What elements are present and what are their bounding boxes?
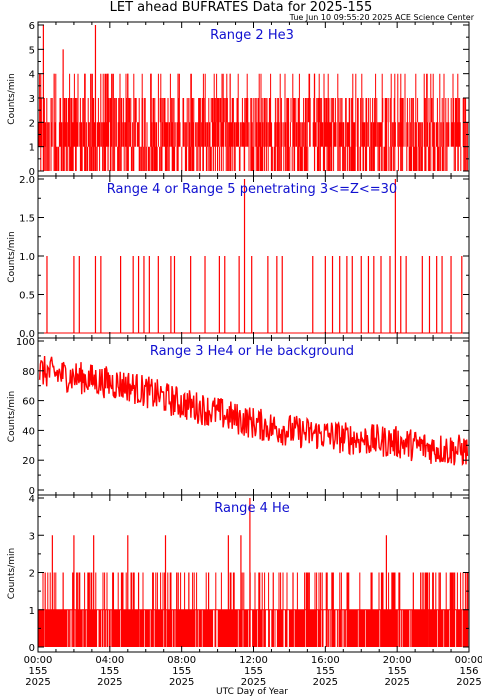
x-tick-time-label: 00:00 [455, 655, 482, 666]
y-tick-label: 40 [22, 426, 35, 437]
y-tick-label: 80 [22, 367, 35, 378]
x-tick-doy-label: 155 [172, 666, 191, 677]
y-tick-label: 0.5 [19, 291, 35, 302]
y-tick-label: 2 [29, 569, 35, 580]
y-axis-title: Counts/min [7, 391, 17, 442]
x-tick-time-label: 12:00 [239, 655, 268, 666]
x-tick-doy-label: 155 [388, 666, 407, 677]
panel-title: Range 3 He4 or He background [150, 344, 354, 359]
plot-layer: 0 1 2 3 4 5 6 Counts/min Range 2 He3 0.0 0.5 1.0 1.5… [7, 21, 482, 688]
y-tick-label: 0.0 [19, 329, 35, 340]
y-tick-label: 0 [29, 486, 35, 497]
y-tick-label: 100 [16, 337, 35, 348]
y-tick-label: 3 [29, 94, 35, 105]
y-tick-label: 60 [22, 397, 35, 408]
x-tick-time-label: 00:00 [24, 655, 53, 666]
series-trace-1 [38, 73, 468, 171]
panel-title: Range 2 He3 [210, 28, 294, 43]
y-tick-label: 20 [22, 456, 35, 467]
x-tick-year-label: 2025 [384, 677, 409, 688]
x-tick-time-label: 08:00 [167, 655, 196, 666]
y-tick-label: 1.0 [19, 252, 35, 263]
x-tick-doy-label: 155 [316, 666, 335, 677]
x-tick-doy-label: 155 [100, 666, 119, 677]
y-tick-label: 4 [29, 70, 35, 81]
x-tick-year-label: 2025 [97, 677, 122, 688]
x-axis-title: UTC Day of Year [216, 687, 288, 697]
y-tick-label: 0 [29, 643, 35, 654]
y-tick-label: 0 [29, 167, 35, 178]
y-tick-label: 1 [29, 606, 35, 617]
y-tick-label: 3 [29, 531, 35, 542]
panel-frame-2 [37, 175, 470, 339]
y-tick-label: 2.0 [19, 175, 35, 186]
x-tick-year-label: 2025 [25, 677, 50, 688]
x-tick-year-label: 2025 [456, 677, 481, 688]
y-tick-label: 4 [29, 494, 35, 505]
series-trace-3 [38, 355, 469, 466]
x-tick-doy-label: 155 [244, 666, 263, 677]
y-tick-label: 1.5 [19, 214, 35, 225]
y-axis-title: Counts/min [7, 73, 17, 124]
timestamp-label: Tue Jun 10 09:55:20 2025 ACE Science Cen… [289, 13, 474, 22]
x-tick-year-label: 2025 [241, 677, 266, 688]
y-tick-label: 5 [29, 45, 35, 56]
y-axis-title: Counts/min [7, 548, 17, 599]
x-tick-year-label: 2025 [169, 677, 194, 688]
x-tick-time-label: 04:00 [95, 655, 124, 666]
panel-title: Range 4 He [214, 501, 290, 516]
y-tick-label: 2 [29, 118, 35, 129]
x-tick-doy-label: 156 [459, 666, 478, 677]
y-tick-label: 6 [29, 21, 35, 32]
x-tick-doy-label: 155 [28, 666, 47, 677]
panel-title: Range 4 or Range 5 penetrating 3<=Z<=30 [107, 182, 397, 197]
x-tick-year-label: 2025 [313, 677, 338, 688]
y-axis-title: Counts/min [7, 231, 17, 282]
series-trace-4 [38, 572, 469, 647]
chart-title: LET ahead BUFRATES Data for 2025-155 [109, 0, 373, 15]
y-tick-label: 1 [29, 143, 35, 154]
x-tick-time-label: 20:00 [383, 655, 412, 666]
x-tick-time-label: 16:00 [311, 655, 340, 666]
